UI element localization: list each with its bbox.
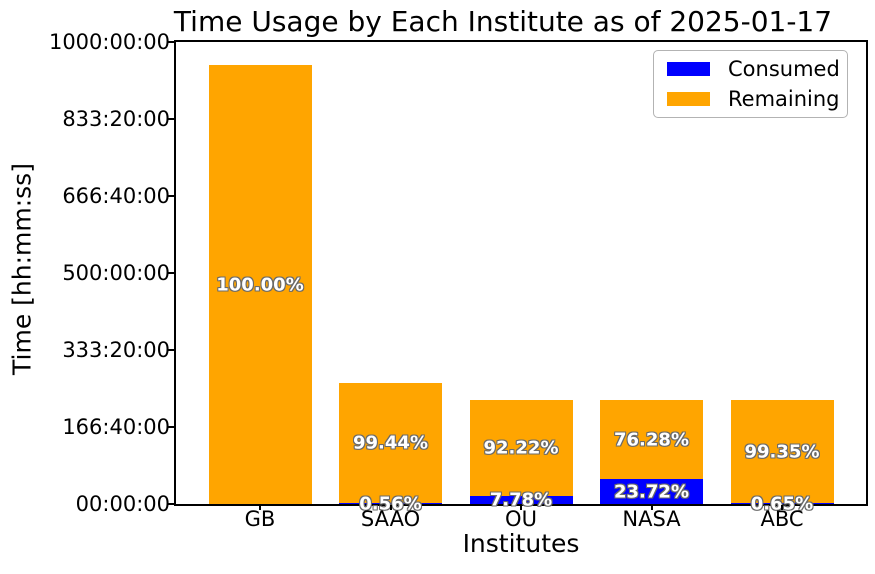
y-tick-label: 833:20:00 xyxy=(62,107,170,131)
legend: Consumed Remaining xyxy=(653,50,848,118)
x-tick-label: SAAO xyxy=(360,507,421,531)
y-tick-label: 1000:00:00 xyxy=(48,30,170,54)
x-tick-label: ABC xyxy=(760,507,804,531)
legend-entry-remaining: Remaining xyxy=(667,87,847,112)
legend-label-remaining: Remaining xyxy=(728,86,840,111)
legend-entry-consumed: Consumed xyxy=(667,57,847,82)
y-tick-label: 333:20:00 xyxy=(62,338,170,362)
y-tick-label: 500:00:00 xyxy=(62,261,170,285)
x-tick-label: GB xyxy=(244,507,276,531)
y-tick-label: 166:40:00 xyxy=(62,414,170,439)
chart-title: Time Usage by Each Institute as of 2025-… xyxy=(173,5,833,38)
remaining-swatch-icon xyxy=(667,92,710,106)
x-tick-label: NASA xyxy=(622,507,681,531)
x-axis-label: Institutes xyxy=(462,529,580,558)
consumed-swatch-icon xyxy=(667,62,710,76)
y-tick-label: 666:40:00 xyxy=(62,183,170,208)
y-tick-label: 00:00:00 xyxy=(75,492,170,516)
legend-label-consumed: Consumed xyxy=(728,56,840,81)
x-tick-label: OU xyxy=(505,507,537,531)
